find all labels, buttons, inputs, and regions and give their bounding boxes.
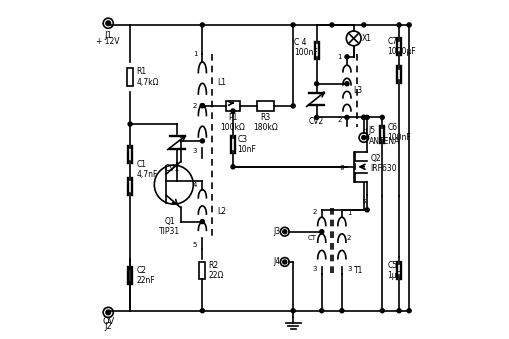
Circle shape xyxy=(407,309,411,313)
Text: C3
10nF: C3 10nF xyxy=(238,135,257,154)
Circle shape xyxy=(315,82,319,86)
Text: s: s xyxy=(363,198,366,204)
Circle shape xyxy=(362,136,366,140)
Bar xyxy=(200,262,206,279)
Text: CT: CT xyxy=(308,235,317,241)
Circle shape xyxy=(407,23,411,27)
Text: C 4
100nF: C 4 100nF xyxy=(294,38,318,58)
Circle shape xyxy=(201,220,205,224)
Text: + 12V: + 12V xyxy=(97,37,120,46)
Circle shape xyxy=(231,109,235,113)
Text: C6
100nF: C6 100nF xyxy=(387,123,411,142)
Circle shape xyxy=(201,104,205,108)
Circle shape xyxy=(362,115,366,119)
Circle shape xyxy=(128,122,132,126)
Text: 5: 5 xyxy=(193,242,197,248)
Circle shape xyxy=(231,165,235,169)
Bar xyxy=(257,101,274,111)
Text: OV: OV xyxy=(102,317,115,326)
Text: 4: 4 xyxy=(193,182,197,187)
Text: L1: L1 xyxy=(217,78,227,86)
Text: 2: 2 xyxy=(337,117,342,123)
Text: d: d xyxy=(362,128,367,134)
Circle shape xyxy=(291,23,295,27)
Text: J4: J4 xyxy=(274,257,281,266)
Circle shape xyxy=(201,104,205,108)
Circle shape xyxy=(291,104,295,108)
Text: J5
ANTENA: J5 ANTENA xyxy=(369,126,400,145)
Text: J1: J1 xyxy=(104,31,112,40)
Text: C1
4,7nF: C1 4,7nF xyxy=(136,160,157,179)
Circle shape xyxy=(201,139,205,143)
Circle shape xyxy=(362,23,366,27)
Bar xyxy=(226,101,240,111)
Text: 3: 3 xyxy=(312,266,317,272)
Text: 1: 1 xyxy=(347,210,351,216)
Circle shape xyxy=(315,115,319,119)
Text: R2
22Ω: R2 22Ω xyxy=(208,261,223,280)
Text: C2
22nF: C2 22nF xyxy=(136,266,155,285)
Circle shape xyxy=(201,23,205,27)
Text: 2: 2 xyxy=(193,103,197,108)
Text: 2: 2 xyxy=(313,208,317,215)
Text: X1: X1 xyxy=(362,34,372,43)
Text: C5
1μF: C5 1μF xyxy=(387,261,401,280)
Circle shape xyxy=(282,230,287,234)
Text: 1: 1 xyxy=(193,51,197,57)
Circle shape xyxy=(106,310,110,315)
Circle shape xyxy=(362,115,366,119)
Circle shape xyxy=(365,208,369,212)
Circle shape xyxy=(345,115,349,119)
Text: J2: J2 xyxy=(104,322,112,332)
Text: C7
1000μF: C7 1000μF xyxy=(387,37,416,57)
Circle shape xyxy=(380,309,384,313)
Text: T1: T1 xyxy=(354,266,363,275)
Circle shape xyxy=(320,230,324,234)
Circle shape xyxy=(330,23,334,27)
Text: 1: 1 xyxy=(337,54,342,60)
Circle shape xyxy=(282,260,287,264)
Circle shape xyxy=(106,21,110,26)
Text: CV1: CV1 xyxy=(164,164,180,174)
Text: 3: 3 xyxy=(193,148,197,154)
Circle shape xyxy=(380,115,384,119)
Text: J3: J3 xyxy=(274,227,281,236)
Text: g: g xyxy=(340,164,344,170)
Text: 2: 2 xyxy=(347,235,351,241)
Bar xyxy=(127,68,133,86)
Text: L2: L2 xyxy=(217,207,227,216)
Text: R1
4,7kΩ: R1 4,7kΩ xyxy=(136,67,159,87)
Text: Q1
TIP31: Q1 TIP31 xyxy=(159,217,180,236)
Text: R3
180kΩ: R3 180kΩ xyxy=(253,113,278,133)
Text: Q2
IRF630: Q2 IRF630 xyxy=(371,154,397,173)
Circle shape xyxy=(345,55,349,59)
Text: 3: 3 xyxy=(347,266,351,272)
Circle shape xyxy=(345,82,349,86)
Circle shape xyxy=(397,309,401,313)
Circle shape xyxy=(397,23,401,27)
Text: L3: L3 xyxy=(354,86,363,95)
Circle shape xyxy=(365,115,369,119)
Circle shape xyxy=(340,309,344,313)
Circle shape xyxy=(201,309,205,313)
Circle shape xyxy=(291,309,295,313)
Text: P1
100kΩ: P1 100kΩ xyxy=(220,113,245,133)
Text: CV2: CV2 xyxy=(308,117,324,126)
Circle shape xyxy=(320,309,324,313)
